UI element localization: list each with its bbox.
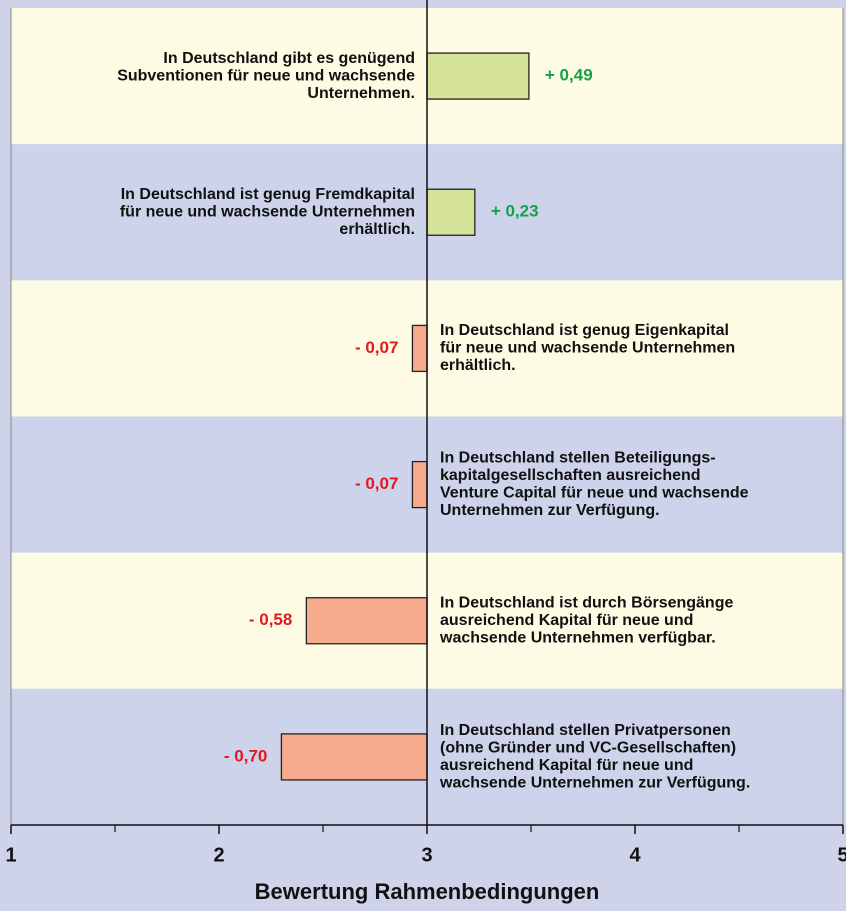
category-label: In Deutschland ist durch Börsengänge — [440, 594, 733, 611]
x-tick-label: 3 — [421, 844, 432, 866]
category-label: Subventionen für neue und wachsende — [117, 67, 415, 84]
value-label: + 0,23 — [491, 202, 539, 221]
bar — [280, 733, 428, 781]
value-label: - 0,58 — [249, 610, 292, 629]
x-tick-label: 4 — [629, 844, 641, 866]
value-label: - 0,07 — [355, 474, 398, 493]
category-label: für neue und wachsende Unternehmen — [440, 340, 735, 357]
category-label: ausreichend Kapital für neue und — [440, 612, 693, 629]
category-label: ausreichend Kapital für neue und — [440, 757, 693, 774]
x-axis-title: Bewertung Rahmenbedingungen — [255, 879, 600, 904]
category-label: In Deutschland gibt es genügend — [163, 50, 415, 67]
category-label: erhältlich. — [339, 221, 415, 238]
category-label: für neue und wachsende Unternehmen — [120, 203, 415, 220]
bar — [411, 460, 428, 509]
value-label: - 0,70 — [224, 746, 267, 765]
category-label: wachsende Unternehmen verfügbar. — [439, 629, 716, 646]
category-label: (ohne Gründer und VC-Gesellschaften) — [440, 739, 736, 756]
bar — [426, 188, 476, 236]
bar — [411, 324, 428, 373]
category-label: In Deutschland stellen Beteiligungs- — [440, 450, 716, 467]
value-label: + 0,49 — [545, 66, 593, 85]
bar — [305, 597, 428, 645]
bar — [426, 52, 530, 100]
x-tick-label: 1 — [5, 844, 16, 866]
x-tick-label: 2 — [213, 844, 224, 866]
value-label: - 0,07 — [355, 338, 398, 357]
category-label: In Deutschland ist genug Fremdkapital — [121, 186, 415, 203]
category-label: Venture Capital für neue und wachsende — [440, 485, 749, 502]
category-label: kapitalgesellschaften ausreichend — [440, 467, 701, 484]
category-label: Unternehmen zur Verfügung. — [440, 502, 660, 519]
category-label: In Deutschland stellen Privatpersonen — [440, 722, 731, 739]
category-label: erhältlich. — [440, 357, 516, 374]
category-label: Unternehmen. — [307, 85, 415, 102]
x-tick-label: 5 — [837, 844, 846, 866]
category-label: wachsende Unternehmen zur Verfügung. — [439, 774, 750, 791]
category-label: In Deutschland ist genug Eigenkapital — [440, 322, 729, 339]
